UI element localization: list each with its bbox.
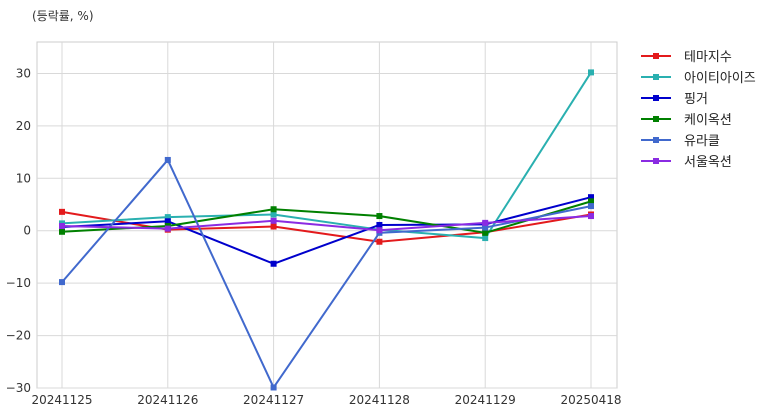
data-point (164, 225, 171, 232)
data-point (270, 260, 277, 267)
data-point (270, 384, 277, 391)
y-axis-ticks: −30 −20 −10 0 10 20 30 (6, 66, 31, 395)
data-point (376, 227, 383, 234)
y-tick-label: 10 (16, 171, 31, 185)
legend-item: 테마지수 (641, 50, 732, 65)
data-point (270, 211, 277, 218)
unit-label: (등락률, %) (32, 9, 94, 23)
legend-item: 핑거 (641, 92, 708, 107)
series-line (61, 71, 592, 240)
data-point (59, 279, 65, 286)
legend-item: 서울옥션 (641, 155, 732, 170)
data-point (164, 214, 171, 221)
y-tick-label: −10 (6, 276, 31, 290)
y-tick-label: 30 (16, 66, 31, 80)
data-point (588, 69, 594, 76)
series-line (61, 158, 592, 389)
legend-marker (653, 116, 659, 122)
data-point (270, 206, 277, 213)
legend-label: 케이옥션 (684, 113, 732, 128)
legend-marker (653, 74, 659, 80)
series-5 (59, 213, 594, 234)
legend-label: 테마지수 (684, 50, 732, 65)
data-point (59, 228, 65, 235)
data-point (482, 235, 489, 242)
series-line (61, 200, 592, 234)
data-point (588, 198, 594, 205)
y-tick-label: −20 (6, 329, 31, 343)
x-tick-label: 20241127 (243, 393, 304, 407)
data-point (59, 208, 65, 215)
y-tick-label: −30 (6, 381, 31, 395)
x-tick-label: 20250418 (560, 393, 621, 407)
data-point (270, 223, 277, 230)
x-tick-label: 20241129 (455, 393, 516, 407)
legend-item: 케이옥션 (641, 113, 732, 128)
x-tick-label: 20241128 (349, 393, 410, 407)
series-line (61, 196, 592, 265)
data-point (588, 213, 594, 220)
legend-label: 서울옥션 (684, 155, 732, 170)
x-axis-ticks: 20241125 20241126 20241127 20241128 20241129… (31, 393, 621, 407)
data-point (482, 219, 489, 226)
data-point (164, 218, 171, 225)
data-point (164, 156, 171, 163)
x-tick-label: 20241125 (31, 393, 92, 407)
legend-marker (653, 137, 659, 143)
y-tick-label: 20 (16, 119, 31, 133)
data-point (376, 213, 383, 220)
y-tick-label: 0 (23, 224, 31, 238)
legend-item: 아이티아이즈 (641, 71, 756, 86)
data-point (482, 229, 489, 236)
data-point (482, 224, 489, 231)
data-point (59, 223, 65, 230)
legend-label: 아이티아이즈 (684, 71, 756, 86)
plot-area (36, 41, 618, 389)
series-line (61, 215, 592, 232)
legend-label: 유라클 (684, 134, 720, 149)
legend-label: 핑거 (684, 92, 708, 107)
data-point (270, 217, 277, 224)
x-tick-label: 20241126 (137, 393, 198, 407)
data-point (588, 203, 594, 210)
series-group (59, 69, 594, 391)
legend-marker (653, 95, 659, 101)
data-point (376, 238, 383, 245)
data-point (588, 194, 594, 201)
data-point (376, 221, 383, 228)
legend-marker (653, 158, 659, 164)
legend-item: 유라클 (641, 134, 720, 149)
legend-marker (653, 53, 659, 59)
